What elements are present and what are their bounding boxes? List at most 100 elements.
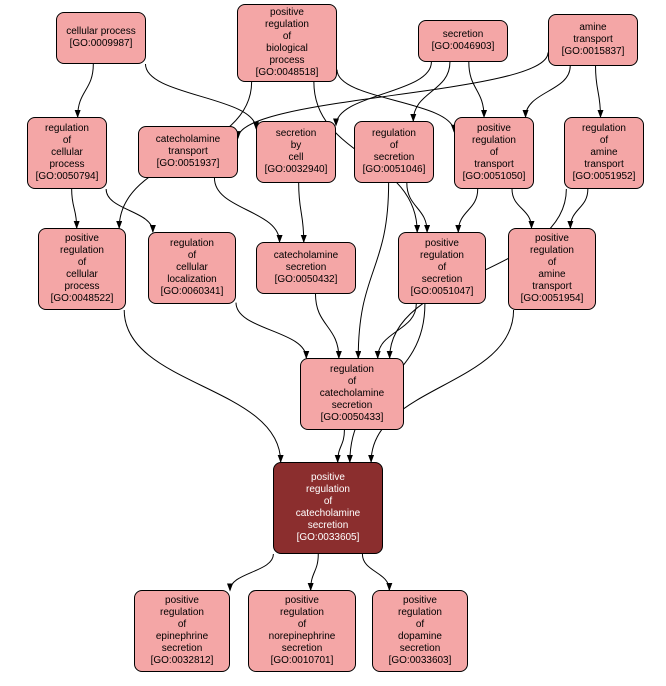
node-label-line: of: [548, 257, 556, 269]
node-label-line: of: [390, 140, 398, 152]
node-label-line: positive: [535, 233, 569, 245]
node-label-line: cellular process: [66, 26, 135, 38]
edge: [236, 303, 306, 358]
edge: [458, 189, 477, 232]
node-label-line: of: [188, 250, 196, 262]
node-label-line: of: [298, 619, 306, 631]
node-label-line: secretion: [374, 152, 415, 164]
node-label-line: catecholamine: [296, 508, 360, 520]
node-label-line: regulation: [280, 607, 324, 619]
node-label-line: of: [324, 496, 332, 508]
edge: [570, 189, 587, 228]
node-label-line: secretion: [282, 643, 323, 655]
node-label-line: [GO:0051937]: [157, 158, 220, 170]
node-label-line: transport: [573, 34, 612, 46]
node-n15: regulationofcatecholaminesecretion[GO:00…: [300, 358, 404, 430]
node-label-line: positive: [285, 595, 319, 607]
edge: [413, 62, 450, 121]
edge: [106, 189, 153, 232]
node-label-line: transport: [474, 159, 513, 171]
node-label-line: of: [63, 135, 71, 147]
node-label-line: amine: [590, 147, 617, 159]
node-label-line: [GO:0033605]: [297, 532, 360, 544]
node-label-line: regulation: [60, 245, 104, 257]
node-label-line: of: [178, 619, 186, 631]
node-label-line: [GO:0033603]: [389, 655, 452, 667]
node-n8: positiveregulationoftransport[GO:0051050…: [454, 117, 534, 189]
node-n3: aminetransport[GO:0015837]: [548, 14, 638, 66]
node-label-line: of: [600, 135, 608, 147]
node-label-line: [GO:0010701]: [271, 655, 334, 667]
node-label-line: regulation: [472, 135, 516, 147]
node-label-line: secretion: [443, 29, 484, 41]
edge: [124, 310, 280, 462]
node-label-line: epinephrine: [156, 631, 208, 643]
node-label-line: [GO:0051046]: [363, 164, 426, 176]
node-n18: positiveregulationofnorepinephrinesecret…: [248, 590, 356, 672]
node-label-line: catecholamine: [156, 134, 220, 146]
node-label-line: [GO:0051050]: [463, 171, 526, 183]
edge: [78, 64, 94, 117]
node-label-line: [GO:0032940]: [265, 164, 328, 176]
edge: [362, 554, 389, 590]
node-label-line: [GO:0032812]: [151, 655, 214, 667]
node-label-line: cellular: [176, 262, 208, 274]
node-label-line: of: [490, 147, 498, 159]
node-label-line: secretion: [286, 262, 327, 274]
node-label-line: [GO:0009987]: [70, 38, 133, 50]
node-label-line: secretion: [308, 520, 349, 532]
node-n4: regulationofcellularprocess[GO:0050794]: [27, 117, 107, 189]
node-label-line: regulation: [530, 245, 574, 257]
node-n16: positiveregulationofcatecholaminesecreti…: [273, 462, 383, 554]
node-label-line: positive: [403, 595, 437, 607]
node-label-line: catecholamine: [320, 388, 384, 400]
edge: [596, 66, 601, 117]
node-label-line: of: [283, 31, 291, 43]
edge: [358, 183, 388, 358]
edge: [336, 62, 431, 125]
node-label-line: secretion: [332, 400, 373, 412]
node-label-line: cell: [288, 152, 303, 164]
edge: [72, 189, 77, 228]
node-label-line: of: [416, 619, 424, 631]
node-label-line: regulation: [170, 238, 214, 250]
node-label-line: regulation: [420, 250, 464, 262]
node-label-line: secretion: [400, 643, 441, 655]
node-label-line: [GO:0051952]: [573, 171, 636, 183]
node-label-line: dopamine: [398, 631, 442, 643]
node-label-line: secretion: [162, 643, 203, 655]
edge: [315, 294, 338, 358]
node-label-line: [GO:0048518]: [256, 67, 319, 79]
node-label-line: regulation: [45, 123, 89, 135]
node-label-line: process: [64, 281, 99, 293]
node-n10: positiveregulationofcellularprocess[GO:0…: [38, 228, 126, 310]
node-n6: secretionbycell[GO:0032940]: [256, 121, 336, 183]
node-label-line: regulation: [372, 128, 416, 140]
node-label-line: transport: [584, 159, 623, 171]
node-label-line: amine: [579, 22, 606, 34]
node-n14: positiveregulationofaminetransport[GO:00…: [508, 228, 596, 310]
node-label-line: positive: [165, 595, 199, 607]
node-label-line: [GO:0050794]: [36, 171, 99, 183]
node-label-line: regulation: [398, 607, 442, 619]
edge: [407, 183, 427, 232]
node-n5: catecholaminetransport[GO:0051937]: [138, 126, 238, 178]
node-label-line: secretion: [276, 128, 317, 140]
node-n12: catecholaminesecretion[GO:0050432]: [256, 242, 356, 294]
node-label-line: process: [49, 159, 84, 171]
node-label-line: localization: [167, 274, 216, 286]
node-label-line: secretion: [422, 274, 463, 286]
node-label-line: regulation: [582, 123, 626, 135]
node-n1: positiveregulationofbiologicalprocess[GO…: [237, 4, 337, 82]
node-label-line: by: [291, 140, 302, 152]
node-n13: positiveregulationofsecretion[GO:0051047…: [398, 232, 486, 304]
node-n19: positiveregulationofdopaminesecretion[GO…: [372, 590, 468, 672]
node-label-line: positive: [311, 472, 345, 484]
node-label-line: regulation: [160, 607, 204, 619]
node-label-line: [GO:0015837]: [562, 46, 625, 58]
node-label-line: regulation: [330, 364, 374, 376]
node-label-line: transport: [532, 281, 571, 293]
node-label-line: [GO:0050433]: [321, 412, 384, 424]
node-label-line: positive: [425, 238, 459, 250]
node-n11: regulationofcellularlocalization[GO:0060…: [148, 232, 236, 304]
